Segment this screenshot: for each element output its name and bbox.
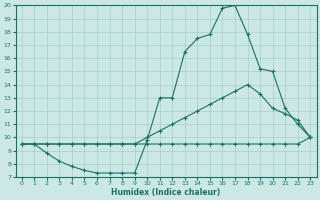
X-axis label: Humidex (Indice chaleur): Humidex (Indice chaleur)	[111, 188, 221, 197]
